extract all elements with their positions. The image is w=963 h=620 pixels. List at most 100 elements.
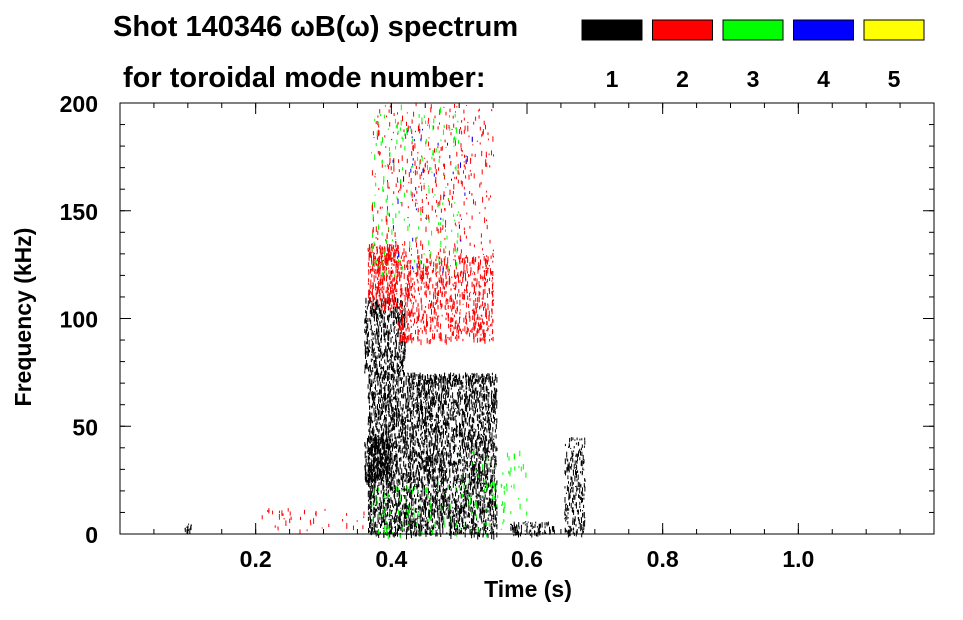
spectrum-mark-mode-1-r0 [378, 418, 380, 421]
spectrum-mark-mode-1-r0 [370, 417, 372, 422]
spectrum-mark-mode-1-r0 [428, 441, 430, 448]
spectrum-mark-mode-1-r0 [442, 448, 444, 450]
spectrum-mark-mode-1-r0 [432, 512, 434, 516]
spectrum-mark-mode-1-r0 [450, 384, 452, 388]
spectrum-mark-mode-1-r0 [434, 395, 436, 397]
spectrum-mark-mode-1-r0 [453, 498, 455, 504]
spectrum-mark-mode-1-r0 [453, 498, 455, 500]
spectrum-mark-mode-1-r1 [371, 358, 373, 361]
spectrum-mark-mode-1-r0 [490, 479, 491, 485]
spectrum-mark-mode-1-r2 [390, 439, 392, 442]
spectrum-mark-mode-1-r0 [394, 521, 396, 525]
spectrum-mark-mode-1-r1 [372, 305, 374, 310]
spectrum-mark-mode-1-r0 [438, 384, 440, 390]
spectrum-mark-mode-1-r1 [393, 363, 394, 368]
spectrum-mark-mode-1-r1 [385, 362, 387, 365]
spectrum-mark-mode-1-r0 [496, 532, 498, 538]
spectrum-mark-mode-1-r0 [439, 528, 441, 534]
spectrum-mark-mode-1-r0 [468, 404, 470, 408]
spectrum-mark-mode-1-r0 [416, 420, 418, 423]
spectrum-mark-mode-1-r0 [461, 443, 463, 449]
spectrum-mark-mode-1-r1 [378, 304, 380, 310]
spectrum-mark-mode-1-r0 [411, 523, 413, 529]
spectrum-mark-mode-1-r0 [379, 381, 381, 388]
spectrum-mark-mode-1-r0 [443, 388, 445, 392]
spectrum-mark-mode-1-r1 [372, 353, 374, 358]
spectrum-mark-mode-1-r0 [495, 456, 497, 462]
spectrum-mark-mode-1-r1 [376, 369, 377, 375]
spectrum-mark-mode-1-r0 [406, 505, 408, 510]
spectrum-mark-mode-1-r0 [450, 522, 451, 528]
spectrum-mark-mode-1-r0 [408, 380, 410, 387]
spectrum-mark-mode-1-r0 [414, 439, 416, 446]
spectrum-mark-mode-1-r0 [369, 495, 371, 498]
spectrum-mark-mode-1-r4 [584, 486, 586, 492]
spectrum-mark-mode-1-r0 [478, 467, 480, 474]
spectrum-mark-mode-1-r0 [485, 448, 487, 453]
spectrum-mark-mode-1-r0 [471, 445, 473, 451]
spectrum-mark-mode-1-r1 [369, 346, 371, 349]
spectrum-mark-mode-1-r0 [409, 522, 411, 527]
spectrum-mark-mode-1-r0 [420, 490, 422, 492]
spectrum-mark-mode-1-r1 [380, 353, 382, 357]
legend-swatch-mode-2 [652, 19, 713, 41]
spectrum-mark-mode-1-r0 [379, 423, 381, 425]
spectrum-mark-mode-1-r0 [483, 464, 485, 471]
spectrum-mark-mode-1-r0 [468, 418, 470, 424]
spectrum-mark-mode-1-r1 [391, 336, 393, 339]
spectrum-mark-mode-1-r0 [429, 379, 431, 385]
spectrum-mark-mode-1-r0 [390, 510, 392, 514]
spectrum-mark-mode-1-r0 [413, 501, 415, 505]
spectrum-mark-mode-1-r0 [409, 519, 411, 525]
spectrum-mark-mode-1-r1 [373, 302, 375, 307]
spectrum-mark-mode-1-r0 [486, 472, 488, 475]
spectrum-mark-mode-1-r3 [547, 521, 549, 526]
spectrum-mark-mode-1-r0 [388, 497, 390, 503]
spectrum-mark-mode-1-r0 [482, 448, 484, 452]
spectrum-mark-mode-1-r0 [484, 457, 486, 462]
spectrum-mark-mode-1-r0 [381, 434, 383, 438]
spectrum-mark-mode-1-r4 [564, 443, 566, 447]
spectrum-mark-mode-1-r0 [379, 410, 381, 416]
spectrum-mark-mode-1-r0 [472, 423, 474, 428]
spectrum-mark-mode-1-r0 [489, 426, 491, 431]
spectrum-mark-mode-1-r2 [382, 438, 384, 442]
spectrum-mark-mode-1-r0 [481, 518, 483, 522]
spectrum-mark-mode-1-r0 [484, 509, 486, 513]
spectrum-mark-mode-1-r2 [369, 449, 371, 452]
spectrum-mark-mode-1-r3 [522, 522, 524, 525]
spectrum-mark-mode-1-r0 [484, 446, 486, 449]
spectrum-mark-mode-1-r0 [474, 523, 476, 526]
spectrum-mark-mode-1-r0 [394, 473, 396, 479]
spectrum-mark-mode-1-r0 [389, 481, 391, 487]
spectrum-mark-mode-1-r0 [420, 390, 422, 396]
spectrum-mark-mode-1-r0 [378, 492, 380, 495]
spectrum-mark-mode-1-r0 [385, 423, 387, 428]
spectrum-mark-mode-1-r0 [378, 430, 380, 434]
spectrum-mark-mode-1-r0 [473, 419, 475, 424]
spectrum-mark-mode-1-r1 [395, 319, 397, 324]
spectrum-mark-mode-1-r0 [369, 397, 371, 399]
spectrum-mark-mode-1-r0 [429, 443, 431, 448]
spectrum-mark-mode-1-r4 [572, 486, 574, 493]
spectrum-mark-mode-1-r0 [401, 494, 402, 499]
spectrum-mark-mode-1-r1 [393, 320, 395, 323]
spectrum-mark-mode-1-r0 [435, 510, 437, 513]
spectrum-mark-mode-1-r0 [481, 520, 483, 524]
spectrum-mark-mode-1-r0 [412, 450, 414, 453]
spectrum-mark-mode-1-r0 [470, 518, 472, 523]
spectrum-mark-mode-1-r1 [366, 311, 368, 317]
spectrum-mark-mode-1-r1 [394, 332, 395, 334]
spectrum-mark-mode-1-r0 [443, 509, 444, 513]
spectrum-mark-mode-1-r0 [427, 375, 429, 380]
spectrum-mark-mode-1-r0 [415, 507, 417, 513]
spectrum-mark-mode-1-r0 [432, 453, 434, 459]
spectrum-mark-mode-1-r4 [577, 470, 579, 473]
spectrum-mark-mode-1-r0 [438, 521, 440, 525]
spectrum-mark-mode-1-r0 [370, 518, 371, 525]
spectrum-mark-mode-1-r1 [380, 337, 382, 344]
spectrum-mark-mode-1-r0 [383, 485, 384, 490]
spectrum-mark-mode-1-r5 [188, 529, 189, 531]
spectrum-mark-mode-1-r3 [529, 533, 531, 536]
spectrum-mark-mode-1-r0 [445, 475, 447, 482]
